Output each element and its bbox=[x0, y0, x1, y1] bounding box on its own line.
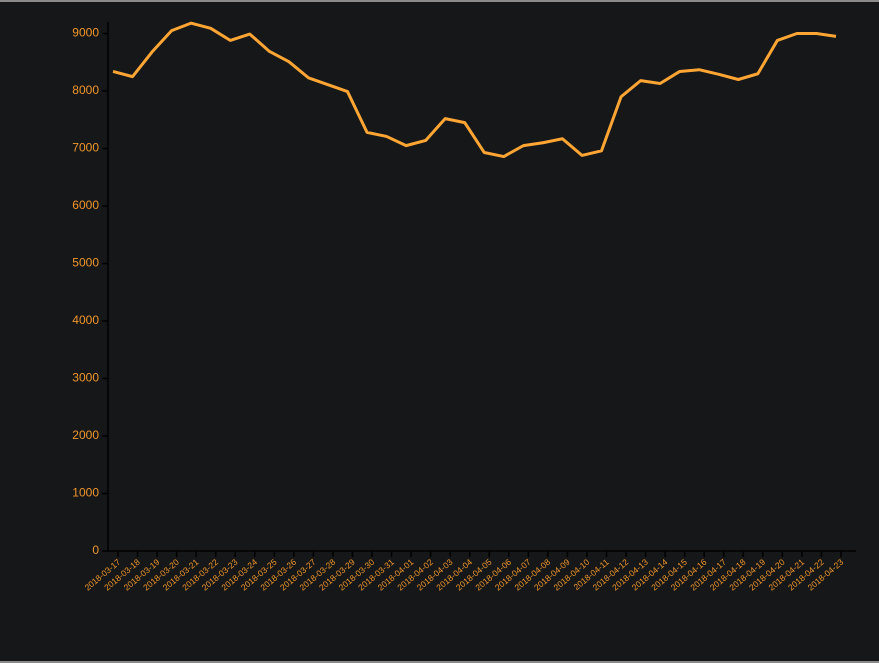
y-tick-label: 3000 bbox=[72, 371, 99, 385]
y-tick-label: 0 bbox=[92, 543, 99, 557]
y-tick-label: 1000 bbox=[72, 486, 99, 500]
y-tick-label: 5000 bbox=[72, 256, 99, 270]
line-series bbox=[112, 21, 837, 159]
y-tick-label: 2000 bbox=[72, 428, 99, 442]
bottom-border bbox=[0, 661, 879, 663]
y-tick-label: 6000 bbox=[72, 198, 99, 212]
y-tick-label: 9000 bbox=[72, 26, 99, 40]
y-tick-label: 7000 bbox=[72, 141, 99, 155]
top-border bbox=[0, 0, 879, 2]
y-tick-label: 4000 bbox=[72, 313, 99, 327]
y-tick-label: 8000 bbox=[72, 83, 99, 97]
